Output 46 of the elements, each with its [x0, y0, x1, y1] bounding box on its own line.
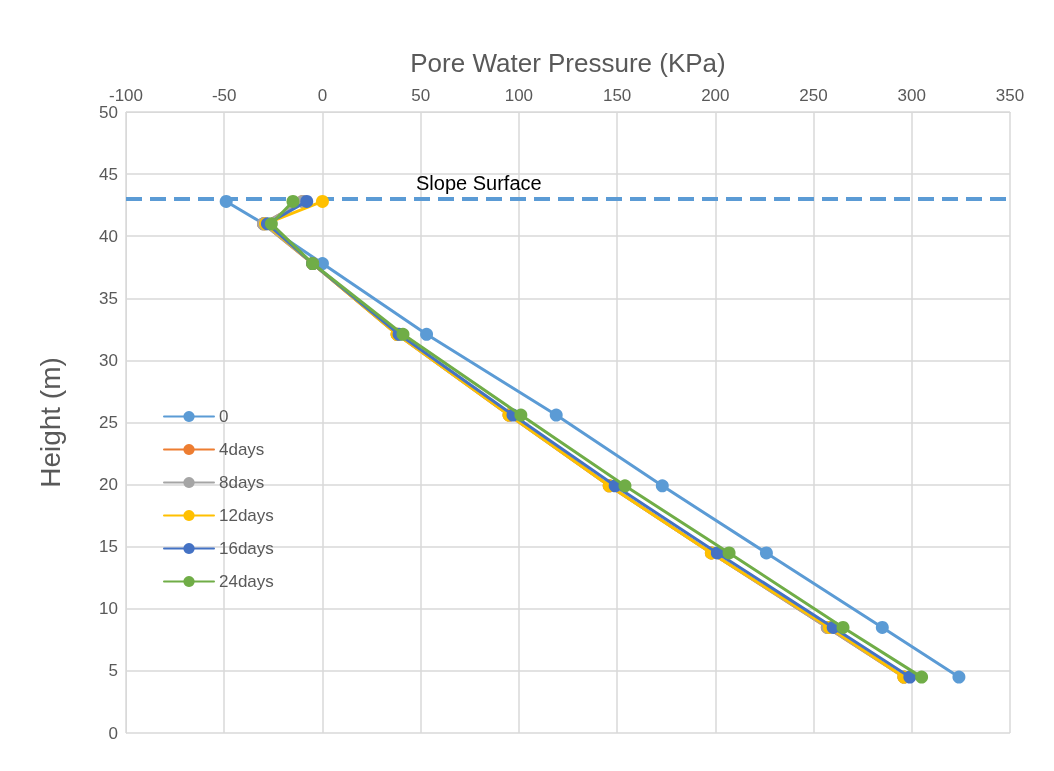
y-axis-title: Height (m) — [34, 357, 66, 488]
point — [836, 620, 850, 634]
point — [396, 327, 410, 341]
point — [264, 217, 278, 231]
y-tick-label: 5 — [108, 661, 118, 681]
ref-line-label: Slope Surface — [416, 171, 542, 194]
point — [655, 479, 669, 493]
y-tick-label: 25 — [99, 413, 118, 432]
y-tick-label: 50 — [99, 102, 118, 122]
y-tick-label: 40 — [99, 226, 118, 246]
point — [514, 408, 528, 422]
point — [759, 546, 773, 560]
y-tick-label: 20 — [99, 475, 118, 495]
legend-label: 0 — [219, 407, 229, 426]
point — [875, 620, 889, 634]
point — [286, 194, 300, 208]
x-axis-title: Pore Water Pressure (KPa) — [410, 48, 726, 78]
x-tick-label: 0 — [317, 86, 328, 105]
point — [315, 194, 329, 208]
y-tick-label: 15 — [99, 537, 118, 557]
x-tick-label: 250 — [799, 86, 828, 105]
point — [549, 408, 563, 422]
x-tick-label: 200 — [701, 86, 730, 105]
point — [618, 479, 632, 493]
point — [915, 670, 929, 684]
legend-label: 12days — [219, 506, 274, 525]
point — [952, 670, 966, 684]
point — [722, 546, 736, 560]
x-tick-label: -100 — [108, 86, 144, 105]
legend-label: 4days — [219, 440, 265, 459]
x-tick-label: 50 — [411, 86, 431, 105]
x-tick-label: 350 — [995, 86, 1025, 105]
y-tick-label: 0 — [108, 723, 118, 743]
x-tick-label: -50 — [211, 86, 237, 105]
x-tick-label: 150 — [602, 86, 632, 105]
x-tick-label: 300 — [897, 86, 926, 105]
x-tick-label: 100 — [504, 86, 534, 105]
y-tick-label: 35 — [99, 288, 118, 308]
legend-label: 16days — [219, 539, 274, 558]
y-tick-label: 30 — [99, 350, 118, 370]
y-tick-label: 10 — [99, 599, 118, 619]
point — [300, 194, 314, 208]
legend-label: 8days — [219, 473, 265, 492]
point — [420, 327, 434, 341]
legend-label: 24days — [219, 572, 274, 591]
y-tick-label: 45 — [99, 164, 118, 184]
